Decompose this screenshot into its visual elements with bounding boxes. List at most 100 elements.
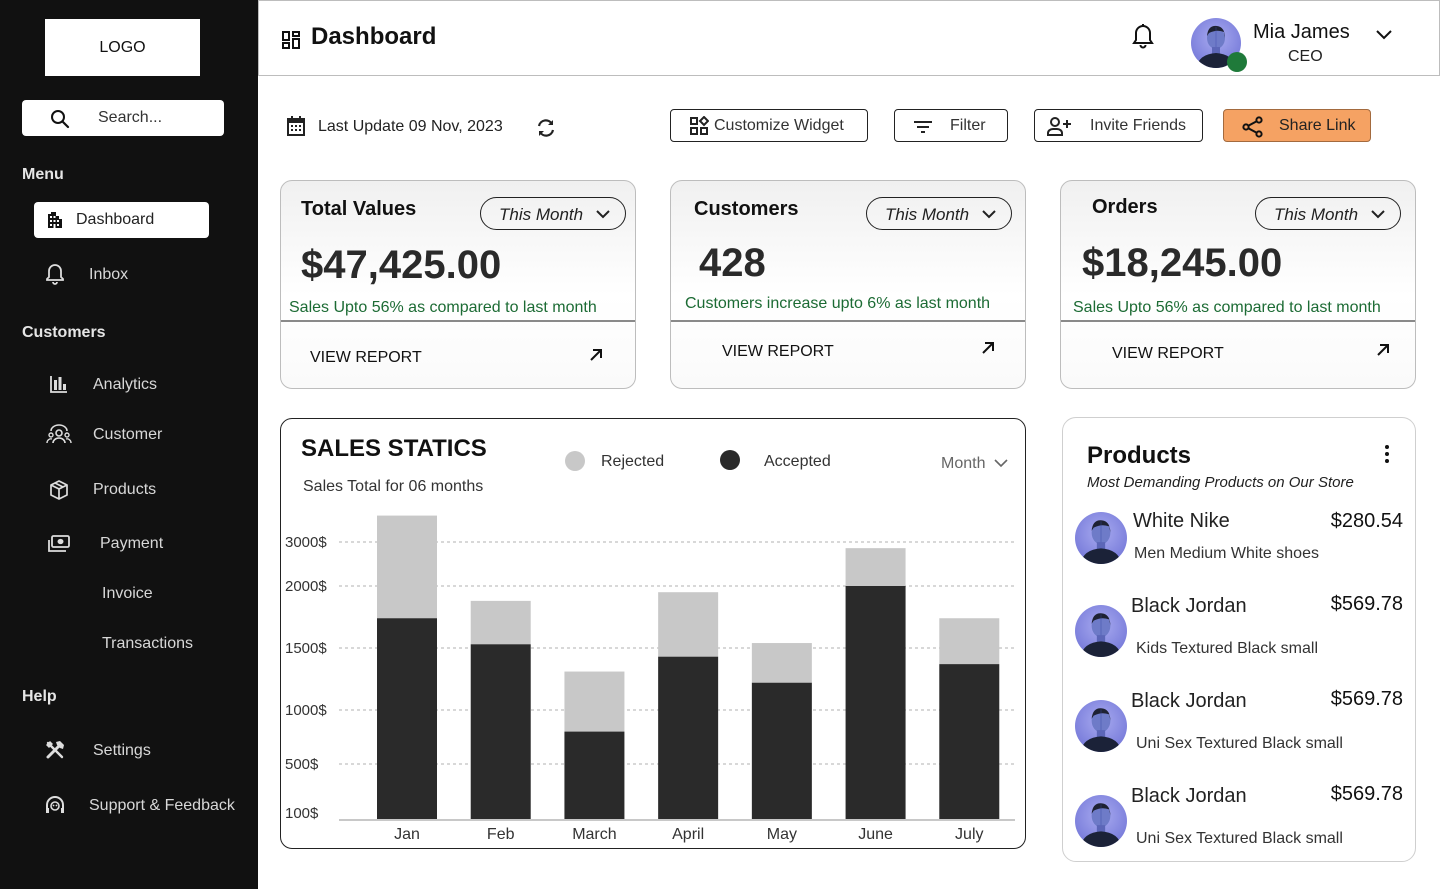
filter-icon (914, 121, 932, 133)
card-value: $18,245.00 (1082, 241, 1283, 285)
period-dropdown[interactable]: Month (941, 455, 1008, 473)
view-report-link[interactable]: VIEW REPORT (310, 349, 422, 366)
product-name: White Nike (1133, 510, 1230, 532)
sales-statics-panel: SALES STATICS Sales Total for 06 months … (280, 418, 1026, 849)
sidebar-item-transactions[interactable]: Transactions (102, 631, 242, 657)
section-title-menu: Menu (22, 166, 64, 183)
calendar-icon (287, 116, 305, 136)
bar-rejected-april (658, 592, 719, 657)
legend-label-rejected: Rejected (601, 453, 665, 470)
user-role: CEO (1288, 48, 1323, 65)
product-list-item[interactable]: Black Jordan $569.78 Uni Sex Textured Bl… (1073, 783, 1403, 863)
product-list-item[interactable]: Black Jordan $569.78 Uni Sex Textured Bl… (1073, 688, 1403, 768)
chevron-down-icon (994, 459, 1008, 468)
y-tick-label: 1000$ (285, 702, 327, 719)
dashboard-grid-icon (282, 31, 300, 49)
share-link-button[interactable]: Share Link (1223, 109, 1371, 142)
arrow-up-right-icon[interactable] (1375, 342, 1391, 358)
sidebar-item-label: Invoice (102, 585, 153, 602)
card-note: Sales Upto 56% as compared to last month (1073, 299, 1381, 316)
search-input[interactable] (98, 100, 218, 136)
share-icon (1242, 116, 1263, 138)
sidebar-item-label: Customer (93, 426, 163, 443)
product-list-item[interactable]: Black Jordan $569.78 Kids Textured Black… (1073, 593, 1403, 673)
product-name: Black Jordan (1131, 595, 1247, 617)
bar-rejected-june (845, 548, 906, 586)
legend-swatch-accepted (720, 450, 740, 470)
section-title-help: Help (22, 688, 57, 705)
sidebar-item-inbox[interactable]: Inbox (44, 262, 244, 288)
product-description: Kids Textured Black small (1136, 640, 1318, 657)
sidebar-item-label: Support & Feedback (89, 797, 235, 814)
arrow-up-right-icon[interactable] (980, 340, 996, 356)
headset-icon (44, 794, 66, 816)
period-dropdown-value: Month (941, 455, 986, 472)
refresh-icon[interactable] (535, 117, 557, 139)
bell-icon (44, 263, 66, 285)
product-avatar (1075, 605, 1127, 657)
button-label: Share Link (1279, 117, 1356, 134)
view-report-link[interactable]: VIEW REPORT (1112, 345, 1224, 362)
bar-rejected-march (564, 671, 625, 732)
product-avatar (1075, 512, 1127, 564)
card-title: Customers (694, 198, 799, 220)
search-icon (51, 110, 70, 129)
x-tick-label: June (858, 826, 893, 843)
legend-swatch-rejected (565, 451, 585, 471)
chevron-down-icon (596, 210, 610, 219)
sales-bar-chart: 100$ 500$ 1000$ 1500$ 2000$ 3000$ Jan Feb March A… (285, 515, 1015, 843)
chart-subtitle: Sales Total for 06 months (303, 478, 484, 495)
filter-button[interactable]: Filter (894, 109, 1008, 142)
sidebar-item-label: Transactions (102, 635, 193, 652)
arrow-up-right-icon[interactable] (588, 347, 604, 363)
product-avatar (1075, 700, 1127, 752)
card-title: Orders (1092, 196, 1158, 218)
sidebar-item-label: Payment (100, 535, 164, 552)
view-report-link[interactable]: VIEW REPORT (722, 343, 834, 360)
sidebar-item-payment[interactable]: Payment (46, 531, 246, 557)
sidebar-item-analytics[interactable]: Analytics (48, 372, 248, 398)
money-icon (46, 533, 72, 555)
legend-label-accepted: Accepted (764, 453, 831, 470)
customize-widget-button[interactable]: Customize Widget (670, 109, 868, 142)
last-update-text: Last Update 09 Nov, 2023 (318, 118, 503, 135)
sidebar-item-label: Analytics (93, 376, 158, 393)
product-description: Uni Sex Textured Black small (1136, 735, 1343, 752)
product-name: Black Jordan (1131, 690, 1247, 712)
notification-bell-icon[interactable] (1131, 23, 1155, 49)
sidebar-item-label: Settings (93, 742, 151, 759)
product-price: $569.78 (1330, 593, 1403, 615)
card-note: Sales Upto 56% as compared to last month (289, 299, 597, 316)
logo: LOGO (45, 19, 200, 76)
product-description: Men Medium White shoes (1134, 545, 1319, 562)
chevron-down-icon[interactable] (1375, 29, 1393, 41)
sidebar-item-dashboard[interactable]: Dashboard (34, 202, 209, 238)
product-description: Uni Sex Textured Black small (1136, 830, 1343, 847)
sidebar-item-label: Products (93, 481, 157, 498)
bar-accepted-july (939, 664, 1000, 819)
period-select[interactable]: This Month (1255, 197, 1401, 230)
period-select[interactable]: This Month (480, 197, 626, 230)
y-tick-label: 1500$ (285, 640, 327, 657)
y-tick-label: 100$ (285, 805, 319, 822)
more-options-icon[interactable] (1383, 444, 1391, 464)
sidebar-item-products[interactable]: Products (48, 477, 248, 503)
product-list-item[interactable]: White Nike $280.54 Men Medium White shoe… (1073, 508, 1403, 588)
online-status-indicator (1227, 52, 1247, 72)
package-icon (48, 479, 70, 501)
page-title: Dashboard (311, 23, 437, 50)
bar-chart-icon (48, 373, 70, 395)
button-label: Invite Friends (1090, 117, 1187, 134)
sidebar-item-customer[interactable]: Customer (46, 422, 246, 448)
sidebar-item-settings[interactable]: Settings (44, 738, 244, 764)
search-box[interactable] (22, 100, 224, 136)
period-select[interactable]: This Month (866, 197, 1012, 230)
bar-accepted-march (564, 731, 625, 819)
users-group-icon (46, 423, 72, 445)
invite-friends-button[interactable]: Invite Friends (1034, 109, 1203, 142)
card-note: Customers increase upto 6% as last month (685, 295, 991, 312)
y-tick-label: 500$ (285, 756, 319, 773)
widgets-icon (690, 116, 709, 135)
sidebar-item-support[interactable]: Support & Feedback (44, 793, 254, 819)
sidebar-item-invoice[interactable]: Invoice (102, 581, 242, 607)
